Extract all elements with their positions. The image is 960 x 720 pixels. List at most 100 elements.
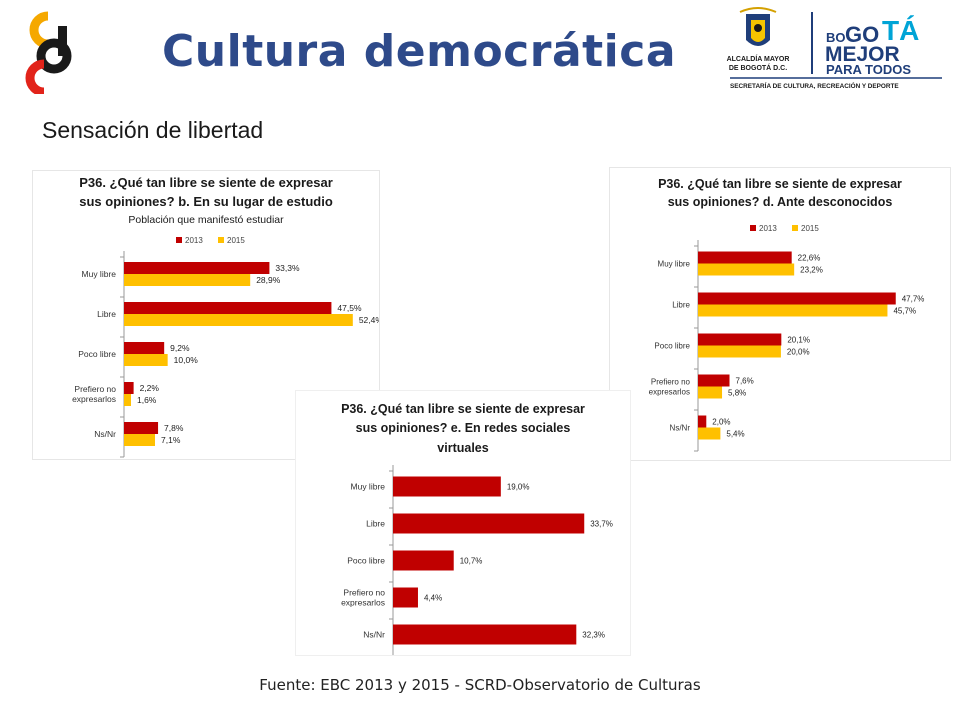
legend-swatch — [750, 225, 756, 231]
legend-label: 2013 — [185, 236, 203, 245]
brand-go: GO — [845, 22, 879, 47]
bar — [393, 550, 454, 571]
category-label: Libre — [97, 309, 116, 319]
chart-title-line: sus opiniones? e. En redes sociales — [356, 421, 571, 435]
cb-logo — [18, 10, 78, 97]
chart-panel-redes: P36. ¿Qué tan libre se siente de expresa… — [295, 390, 631, 657]
bar — [393, 587, 418, 608]
bar-value-label: 2,2% — [140, 383, 160, 393]
bar-value-label: 5,8% — [728, 389, 746, 398]
bar — [124, 434, 156, 446]
bar — [124, 302, 332, 314]
legend-label: 2013 — [759, 224, 777, 233]
bar — [698, 304, 888, 317]
legend-swatch — [218, 237, 224, 243]
bar-value-label: 47,5% — [337, 303, 362, 313]
chart-redes-sociales: P36. ¿Qué tan libre se siente de expresa… — [341, 402, 613, 657]
bar-value-label: 2,0% — [712, 418, 730, 427]
bar — [124, 382, 134, 394]
bar-value-label: 33,7% — [590, 520, 613, 529]
chart-subtitle: Población que manifestó estudiar — [128, 214, 284, 226]
category-label: Muy libre — [658, 260, 691, 269]
category-label: expresarlos — [72, 394, 116, 404]
bar-value-label: 20,1% — [787, 336, 810, 345]
category-label: Libre — [672, 301, 690, 310]
bar — [124, 422, 159, 434]
bar — [698, 263, 795, 276]
page-title: Cultura democrática — [162, 26, 677, 77]
secretaria-text: SECRETARÍA DE CULTURA, RECREACIÓN Y DEPO… — [730, 81, 899, 90]
bar — [124, 274, 251, 286]
bogota-crest-icon — [739, 7, 777, 46]
category-label: Muy libre — [82, 269, 117, 279]
bar — [698, 374, 730, 387]
category-label: Poco libre — [78, 349, 116, 359]
bar-value-label: 52,4% — [359, 315, 379, 325]
legend-label: 2015 — [801, 224, 819, 233]
category-label: expresarlos — [649, 388, 690, 397]
category-label: Ns/Nr — [363, 630, 385, 640]
brand-para-todos: PARA TODOS — [826, 62, 911, 77]
bar-value-label: 7,8% — [164, 423, 184, 433]
category-label: Poco libre — [347, 556, 385, 566]
category-label: Libre — [366, 519, 385, 529]
bar-value-label: 7,1% — [161, 435, 181, 445]
bar-value-label: 20,0% — [787, 348, 810, 357]
bar-value-label: 22,6% — [798, 254, 821, 263]
chart-desconocidos: P36. ¿Qué tan libre se siente de expresa… — [649, 177, 924, 452]
chart-title-line: P36. ¿Qué tan libre se siente de expresa… — [79, 175, 333, 190]
bar — [393, 476, 501, 497]
category-label: Prefiero no — [74, 384, 116, 394]
chart-title-line: P36. ¿Qué tan libre se siente de expresa… — [658, 177, 902, 191]
bar-value-label: 28,9% — [256, 275, 281, 285]
bar — [698, 427, 721, 440]
bar-value-label: 10,7% — [460, 557, 483, 566]
category-label: Muy libre — [351, 482, 386, 492]
chart-panel-desconocidos: P36. ¿Qué tan libre se siente de expresa… — [609, 167, 951, 461]
chart-estudio: P36. ¿Qué tan libre se siente de expresa… — [72, 175, 383, 458]
bar — [124, 314, 353, 326]
bar — [124, 262, 270, 274]
bar-value-label: 10,0% — [174, 355, 199, 365]
legend-swatch — [176, 237, 182, 243]
bar-value-label: 9,2% — [170, 343, 190, 353]
bar — [698, 333, 782, 346]
category-label: Prefiero no — [343, 588, 385, 598]
section-title: Sensación de libertad — [42, 117, 264, 143]
bar-value-label: 45,7% — [893, 307, 916, 316]
brand-mejor: MEJOR — [825, 43, 900, 66]
bar-value-label: 7,6% — [736, 377, 754, 386]
category-label: Ns/Nr — [670, 424, 691, 433]
category-label: Prefiero no — [651, 378, 691, 387]
alcaldia-line1: ALCALDÍA MAYOR — [727, 54, 790, 63]
bar — [393, 513, 585, 534]
legend-swatch — [792, 225, 798, 231]
chart-title-line: virtuales — [437, 441, 488, 455]
bar-value-label: 4,4% — [424, 594, 442, 603]
category-label: Poco libre — [654, 342, 690, 351]
category-label: Ns/Nr — [94, 429, 116, 439]
source-note: Fuente: EBC 2013 y 2015 - SCRD-Observato… — [259, 676, 701, 694]
bar-value-label: 33,3% — [275, 263, 300, 273]
chart-title-line: sus opiniones? b. En su lugar de estudio — [79, 194, 333, 209]
brand-ta: TÁ — [882, 15, 919, 46]
bar — [393, 624, 577, 645]
bar — [124, 394, 131, 406]
bar-value-label: 23,2% — [800, 266, 823, 275]
bar — [698, 251, 792, 264]
bar — [698, 292, 896, 305]
bar — [698, 415, 707, 428]
category-label: expresarlos — [341, 598, 385, 608]
bar — [124, 342, 165, 354]
bar-value-label: 32,3% — [582, 631, 605, 640]
alcaldia-bogota-logo: ALCALDÍA MAYOR DE BOGOTÁ D.C. BO GO TÁ M… — [718, 6, 948, 92]
legend-label: 2015 — [227, 236, 245, 245]
brand-bo: BO — [826, 30, 846, 45]
bar-value-label: 1,6% — [137, 395, 157, 405]
bar — [124, 354, 168, 366]
bar — [698, 386, 723, 399]
alcaldia-line2: DE BOGOTÁ D.C. — [729, 63, 787, 72]
chart-title-line: P36. ¿Qué tan libre se siente de expresa… — [341, 402, 585, 416]
bar-value-label: 19,0% — [507, 483, 530, 492]
bar — [698, 345, 781, 358]
